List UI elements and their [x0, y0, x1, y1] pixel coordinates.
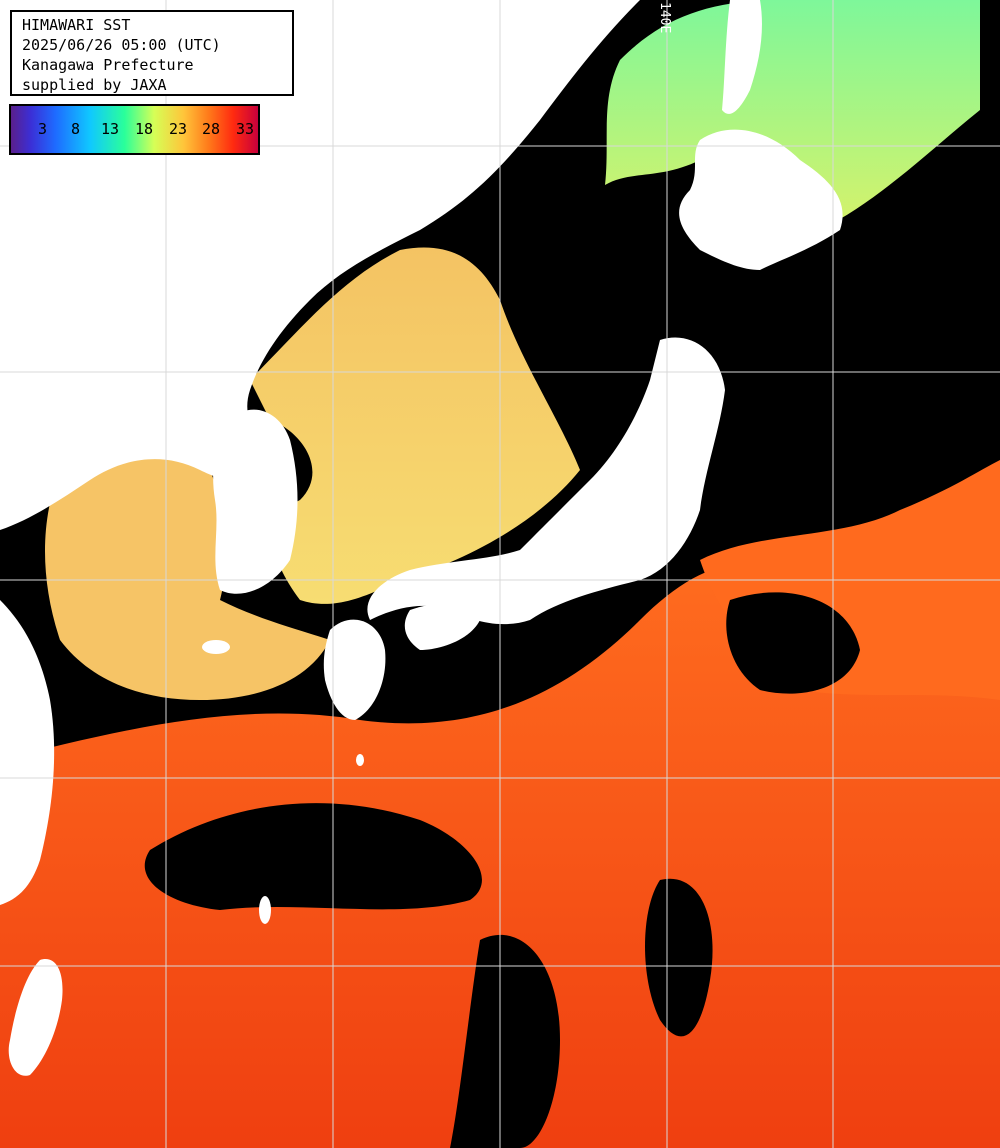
legend-tick-5: 23	[169, 120, 188, 138]
land-jeju	[202, 640, 230, 654]
island-ryukyu-2	[356, 754, 364, 766]
legend-tick-4: 18	[135, 120, 154, 138]
info-box: HIMAWARI SST 2025/06/26 05:00 (UTC) Kana…	[10, 10, 294, 96]
latitude-label-40n: 40N	[14, 352, 38, 367]
legend-tick-3: 13	[101, 120, 120, 138]
info-timestamp: 2025/06/26 05:00 (UTC)	[22, 36, 221, 54]
legend-tick-2: 8	[71, 120, 81, 138]
info-region: Kanagawa Prefecture	[22, 56, 194, 74]
land-korea	[213, 409, 298, 594]
cloud-band-4	[726, 592, 860, 694]
land-hokkaido	[679, 129, 843, 270]
info-supplier: supplied by JAXA	[22, 76, 167, 94]
legend-tick-6: 28	[202, 120, 221, 138]
color-legend: 3 8 13 18 23 28 33	[9, 104, 260, 155]
cloud-band-3	[645, 878, 713, 1037]
cloud-band-2	[450, 934, 560, 1148]
legend-tick-7: 33	[236, 120, 255, 138]
okhotsk-sea-region	[605, 0, 980, 230]
longitude-label-top: 140E	[657, 2, 672, 34]
land-china-south	[0, 600, 55, 905]
info-title: HIMAWARI SST	[22, 16, 131, 34]
land-taiwan	[8, 959, 63, 1076]
island-ryukyu-1	[259, 896, 271, 924]
land-sakhalin	[722, 0, 762, 114]
land-honshu	[367, 337, 725, 625]
land-shikoku	[404, 603, 480, 650]
land-kyushu	[323, 619, 386, 720]
cloud-band-1	[144, 803, 482, 910]
latitude-label-30n: 30N	[14, 758, 38, 773]
yellow-sea-region	[45, 443, 330, 700]
legend-tick-1: 3	[38, 120, 48, 138]
